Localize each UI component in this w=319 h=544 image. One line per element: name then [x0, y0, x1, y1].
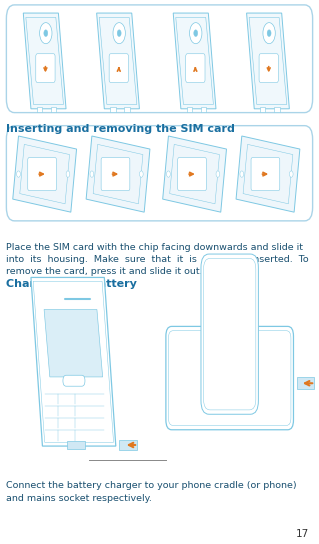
FancyBboxPatch shape: [28, 158, 56, 190]
Polygon shape: [33, 281, 114, 442]
Text: 17: 17: [296, 529, 309, 539]
Text: Connect the battery charger to your phone cradle (or phone)
and mains socket res: Connect the battery charger to your phon…: [6, 481, 297, 503]
Text: Charging the battery: Charging the battery: [6, 279, 137, 288]
Bar: [260, 107, 265, 112]
FancyBboxPatch shape: [259, 54, 278, 83]
FancyBboxPatch shape: [178, 158, 206, 190]
FancyBboxPatch shape: [186, 54, 205, 83]
Polygon shape: [44, 310, 103, 377]
Circle shape: [17, 171, 20, 177]
Circle shape: [267, 30, 271, 36]
Circle shape: [240, 171, 244, 177]
Bar: [67, 441, 85, 449]
Polygon shape: [243, 144, 293, 204]
Circle shape: [90, 171, 94, 177]
Polygon shape: [20, 144, 70, 204]
Circle shape: [139, 171, 143, 177]
Circle shape: [44, 30, 48, 36]
Polygon shape: [176, 17, 213, 104]
Polygon shape: [13, 136, 77, 212]
Bar: [124, 107, 130, 112]
Bar: [297, 378, 314, 390]
FancyBboxPatch shape: [201, 254, 258, 415]
Circle shape: [216, 171, 220, 177]
FancyBboxPatch shape: [63, 375, 85, 386]
Bar: [201, 107, 206, 112]
FancyBboxPatch shape: [6, 126, 313, 221]
FancyBboxPatch shape: [109, 54, 129, 83]
FancyBboxPatch shape: [168, 331, 291, 425]
Polygon shape: [236, 136, 300, 212]
Polygon shape: [99, 17, 137, 104]
Bar: [37, 107, 42, 112]
Circle shape: [167, 171, 170, 177]
Polygon shape: [247, 13, 289, 109]
Text: Place the SIM card with the chip facing downwards and slide it
into  its  housin: Place the SIM card with the chip facing …: [6, 243, 309, 276]
FancyBboxPatch shape: [101, 158, 130, 190]
Bar: [110, 107, 115, 112]
Bar: [187, 107, 192, 112]
Polygon shape: [93, 144, 143, 204]
Polygon shape: [26, 17, 63, 104]
Circle shape: [113, 23, 125, 44]
FancyBboxPatch shape: [204, 258, 256, 410]
Circle shape: [289, 171, 293, 177]
Polygon shape: [249, 17, 287, 104]
FancyBboxPatch shape: [166, 326, 293, 430]
Circle shape: [189, 23, 202, 44]
Polygon shape: [173, 13, 216, 109]
Polygon shape: [163, 136, 226, 212]
Circle shape: [194, 30, 198, 36]
FancyBboxPatch shape: [36, 54, 55, 83]
Polygon shape: [86, 136, 150, 212]
FancyBboxPatch shape: [251, 158, 280, 190]
Circle shape: [66, 171, 70, 177]
Polygon shape: [31, 277, 116, 446]
FancyBboxPatch shape: [6, 5, 313, 113]
Circle shape: [40, 23, 52, 44]
Polygon shape: [97, 13, 139, 109]
Circle shape: [263, 23, 275, 44]
Circle shape: [117, 30, 121, 36]
Bar: [51, 107, 56, 112]
Text: Inserting and removing the SIM card: Inserting and removing the SIM card: [6, 124, 235, 134]
Bar: [119, 440, 137, 450]
Polygon shape: [23, 13, 66, 109]
Bar: [274, 107, 279, 112]
Polygon shape: [170, 144, 219, 204]
